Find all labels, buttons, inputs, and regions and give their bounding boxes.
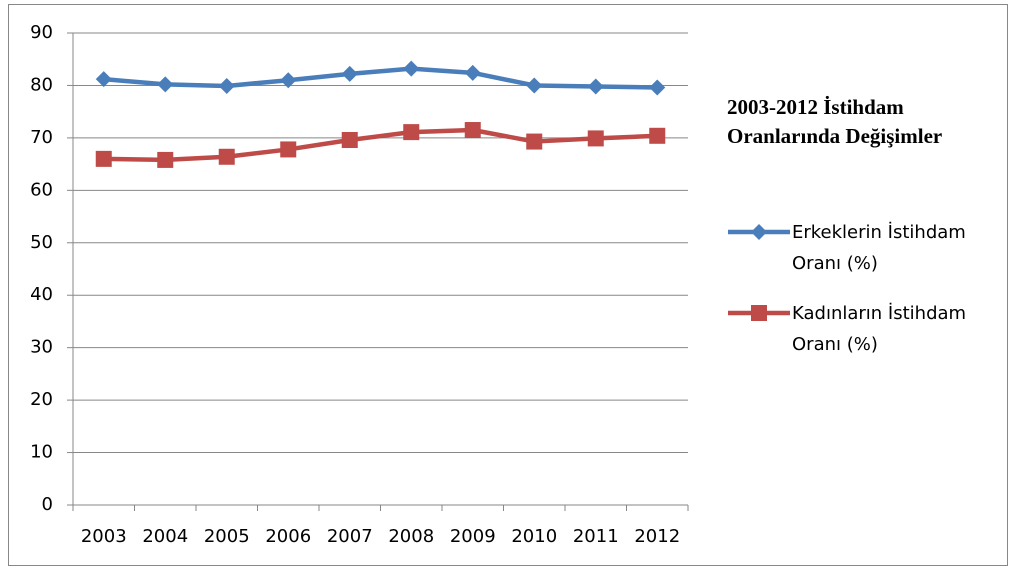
series-line <box>103 66 658 90</box>
marker <box>403 124 420 141</box>
marker <box>157 151 174 168</box>
marker <box>649 79 666 96</box>
marker <box>526 77 543 94</box>
marker <box>403 60 420 77</box>
marker <box>587 78 604 95</box>
y-tick-label: 60 <box>30 179 53 200</box>
y-tick-label: 90 <box>30 22 53 43</box>
chart-border <box>8 4 1008 566</box>
x-tick-label: 2011 <box>573 526 619 547</box>
x-tick-label: 2009 <box>450 526 496 547</box>
chart-title: 2003-2012 İstihdam Oranlarında Değişimle… <box>727 95 943 148</box>
legend-marker <box>751 305 767 321</box>
marker <box>341 131 358 148</box>
y-tick-label: 40 <box>30 284 53 305</box>
marker <box>464 122 481 139</box>
x-tick-label: 2005 <box>204 526 250 547</box>
marker <box>587 130 604 147</box>
y-tick-label: 70 <box>30 127 53 148</box>
marker <box>280 141 297 158</box>
series-line <box>103 127 658 163</box>
marker <box>341 65 358 82</box>
x-tick-label: 2007 <box>327 526 373 547</box>
y-tick-label: 20 <box>30 389 53 410</box>
y-tick-label: 50 <box>30 232 53 253</box>
legend-label: Kadınların İstihdam Oranı (%) <box>792 303 967 355</box>
marker <box>526 133 543 150</box>
marker <box>464 64 481 81</box>
x-tick-label: 2004 <box>142 526 188 547</box>
legend-marker <box>751 224 767 240</box>
x-tick-label: 2012 <box>634 526 680 547</box>
legend-label: Erkeklerin İstihdam Oranı (%) <box>792 222 966 274</box>
marker <box>95 150 112 167</box>
marker <box>218 148 235 165</box>
y-tick-label: 80 <box>30 74 53 95</box>
y-tick-label: 30 <box>30 337 53 358</box>
y-tick-label: 10 <box>30 442 53 463</box>
marker <box>218 77 235 94</box>
marker <box>649 127 666 144</box>
marker <box>95 71 112 88</box>
marker <box>280 72 297 89</box>
x-tick-label: 2003 <box>81 526 127 547</box>
x-tick-label: 2006 <box>265 526 311 547</box>
x-tick-label: 2008 <box>388 526 434 547</box>
y-tick-label: 0 <box>42 494 53 515</box>
marker <box>157 76 174 93</box>
x-tick-label: 2010 <box>511 526 557 547</box>
